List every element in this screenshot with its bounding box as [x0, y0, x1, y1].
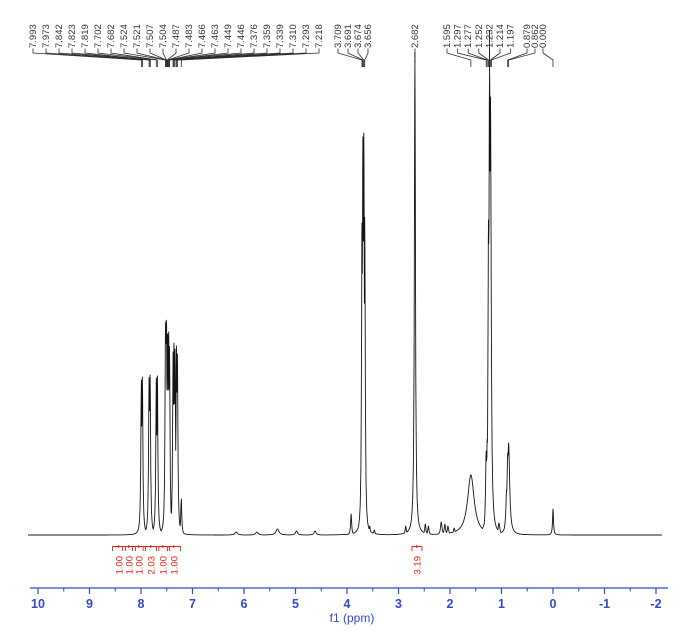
integral-arrow — [150, 545, 153, 548]
x-axis-tick-label: 7 — [189, 597, 196, 611]
peak-label: 7.466 — [197, 24, 208, 48]
peak-label: 7.819 — [80, 24, 91, 48]
peak-label-leader — [169, 48, 242, 67]
peak-label-leader — [172, 48, 255, 67]
peak-label-leader — [508, 48, 536, 67]
spectrum-trace — [27, 60, 662, 536]
peak-label-leader — [45, 48, 143, 67]
peak-label: 0.879 — [522, 24, 533, 48]
peak-label: 2.682 — [410, 24, 421, 48]
peak-label: 3.656 — [363, 24, 374, 48]
x-axis-tick-label: 9 — [86, 597, 93, 611]
peak-label: 1.252 — [474, 24, 485, 48]
peak-label-leader — [167, 48, 190, 67]
peak-label: 0.862 — [530, 24, 541, 48]
peak-label-leader — [457, 48, 487, 67]
peak-label: 0.000 — [538, 24, 549, 48]
peak-label-leader — [110, 48, 158, 67]
x-axis-tick-label: 1 — [498, 597, 505, 611]
peak-label-leader — [84, 48, 151, 67]
peak-label-leader — [446, 48, 472, 67]
peak-label-leader — [364, 48, 369, 67]
peak-label-leader — [97, 48, 157, 67]
spectrum-generated-content: 7.993 7.973 7.842 7.823 7.819 7.702 7.682 7.524… — [27, 24, 668, 611]
peak-label-leader — [467, 48, 488, 67]
integral-arrow — [173, 545, 176, 548]
integral-arrow — [118, 545, 121, 548]
integral-value: 3.19 — [413, 556, 424, 575]
x-axis-title: f1 (ppm) — [330, 611, 375, 625]
peak-label-leader — [32, 48, 142, 67]
integral-arrow — [138, 545, 141, 548]
peak-label-leader — [176, 48, 307, 67]
peak-label: 3.691 — [343, 24, 354, 48]
peak-label-leader — [357, 48, 365, 67]
x-axis-tick-label: 0 — [550, 597, 557, 611]
integral-value: 1.00 — [115, 556, 126, 575]
peak-label: 3.709 — [333, 24, 344, 48]
peak-label: 7.702 — [93, 24, 104, 48]
peak-label: 1.214 — [495, 24, 506, 48]
peak-label-leader — [180, 48, 320, 67]
peak-label-leader — [507, 48, 528, 67]
x-axis-tick-label: 3 — [395, 597, 402, 611]
peak-label: 7.359 — [262, 24, 273, 48]
peak-label-leader — [174, 48, 281, 67]
x-axis-tick-label: 10 — [31, 597, 45, 611]
integral-arrow — [128, 545, 131, 548]
peak-label-leader — [136, 48, 167, 67]
peak-label: 7.993 — [28, 24, 39, 48]
x-axis-tick-label: -1 — [599, 597, 610, 611]
peak-label: 7.682 — [106, 24, 117, 48]
peak-label: 7.842 — [54, 24, 65, 48]
peak-label: 7.376 — [249, 24, 260, 48]
integral-value: 1.00 — [125, 556, 136, 575]
peak-label-leader — [337, 48, 363, 67]
integral-value: 1.00 — [135, 556, 146, 575]
x-axis-tick-label: 4 — [344, 597, 351, 611]
peak-label-leader — [478, 48, 489, 67]
peak-label-leader — [490, 48, 512, 67]
x-axis-tick-label: 8 — [138, 597, 145, 611]
peak-label-leader — [490, 48, 501, 67]
peak-label: 7.504 — [158, 24, 169, 48]
peak-label: 1.277 — [463, 24, 474, 48]
peak-label: 7.483 — [184, 24, 195, 48]
peak-label: 7.293 — [301, 24, 312, 48]
integral-arrow — [416, 545, 419, 548]
integral-arrow — [162, 545, 165, 548]
peak-label: 7.218 — [314, 24, 325, 48]
integral-value: 2.03 — [147, 556, 158, 575]
peak-label: 7.449 — [223, 24, 234, 48]
x-axis-tick-label: -2 — [650, 597, 661, 611]
integral-value: 1.00 — [159, 556, 170, 575]
x-axis-tick-label: 2 — [447, 597, 454, 611]
x-axis-tick-label: 6 — [241, 597, 248, 611]
peak-label-leader — [162, 48, 167, 67]
peak-label: 7.446 — [236, 24, 247, 48]
peak-label: 3.674 — [353, 24, 364, 48]
peak-label: 1.297 — [453, 24, 464, 48]
integral-value: 1.00 — [170, 556, 181, 575]
peak-label-leader — [173, 48, 268, 67]
peak-label: 1.595 — [442, 24, 453, 48]
x-axis-tick-label: 5 — [292, 597, 299, 611]
peak-label: 7.521 — [132, 24, 143, 48]
peak-label: 1.197 — [506, 24, 517, 48]
peak-label: 7.973 — [41, 24, 52, 48]
peak-label-leader — [542, 48, 554, 67]
peak-label: 7.463 — [210, 24, 221, 48]
peak-label: 7.487 — [171, 24, 182, 48]
peak-label-leader — [58, 48, 150, 67]
peak-label: 7.823 — [67, 24, 78, 48]
peak-label-leader — [347, 48, 364, 67]
peak-label: 7.507 — [145, 24, 156, 48]
peak-label: 7.339 — [275, 24, 286, 48]
peak-label: 7.310 — [288, 24, 299, 48]
peak-label-leader — [168, 48, 216, 67]
peak-label: 7.524 — [119, 24, 130, 48]
